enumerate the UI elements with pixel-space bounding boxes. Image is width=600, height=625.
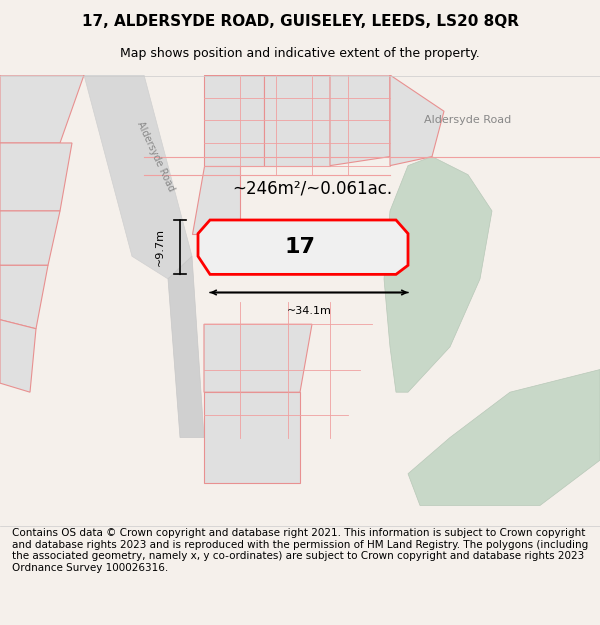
Polygon shape bbox=[198, 220, 408, 274]
Polygon shape bbox=[204, 392, 300, 482]
Polygon shape bbox=[0, 75, 84, 143]
Polygon shape bbox=[204, 324, 312, 392]
Polygon shape bbox=[408, 369, 600, 506]
Polygon shape bbox=[0, 319, 36, 392]
Polygon shape bbox=[0, 211, 60, 265]
Text: ~34.1m: ~34.1m bbox=[287, 306, 331, 316]
Polygon shape bbox=[264, 75, 330, 166]
Text: Aldersyde Road: Aldersyde Road bbox=[424, 115, 512, 125]
Text: ~9.7m: ~9.7m bbox=[155, 228, 165, 266]
Text: Map shows position and indicative extent of the property.: Map shows position and indicative extent… bbox=[120, 48, 480, 61]
Polygon shape bbox=[204, 75, 264, 166]
Polygon shape bbox=[0, 143, 72, 211]
Polygon shape bbox=[168, 256, 204, 438]
Polygon shape bbox=[192, 166, 240, 234]
Polygon shape bbox=[84, 75, 192, 279]
Polygon shape bbox=[330, 75, 390, 166]
Text: Contains OS data © Crown copyright and database right 2021. This information is : Contains OS data © Crown copyright and d… bbox=[12, 528, 588, 573]
Text: 17, ALDERSYDE ROAD, GUISELEY, LEEDS, LS20 8QR: 17, ALDERSYDE ROAD, GUISELEY, LEEDS, LS2… bbox=[82, 14, 518, 29]
Polygon shape bbox=[384, 156, 492, 392]
Text: 17: 17 bbox=[284, 237, 316, 258]
Polygon shape bbox=[0, 265, 48, 329]
Text: ~246m²/~0.061ac.: ~246m²/~0.061ac. bbox=[232, 179, 392, 198]
Polygon shape bbox=[390, 75, 444, 166]
Text: Aldersyde Road: Aldersyde Road bbox=[136, 120, 176, 193]
